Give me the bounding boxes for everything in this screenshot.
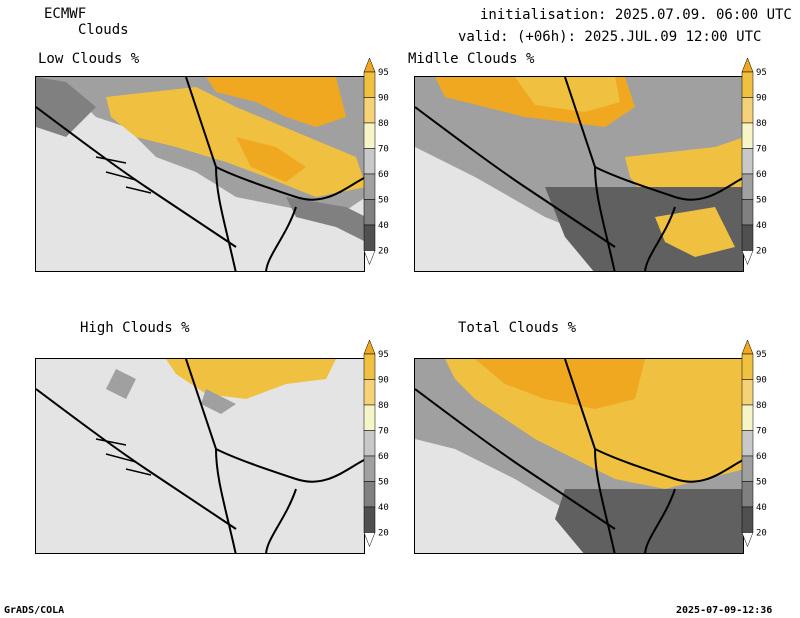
- colorbar-label: 20: [756, 529, 767, 539]
- colorbar-segment: [741, 404, 754, 431]
- colorbar-label: 90: [756, 376, 767, 386]
- colorbar-segment: [363, 481, 376, 508]
- map-high-clouds: [35, 358, 365, 554]
- colorbar-svg: 95 90 80 70 60 50 40 20: [363, 57, 389, 266]
- colorbar-top-triangle: [363, 57, 376, 73]
- colorbar-segment: [741, 430, 754, 457]
- map-low-clouds: [35, 76, 365, 272]
- colorbar-segment: [363, 71, 376, 98]
- colorbar-label: 60: [756, 452, 767, 462]
- colorbar-segment: [363, 199, 376, 226]
- colorbar-segment: [363, 506, 376, 533]
- map-total-clouds: [414, 358, 744, 554]
- colorbar-label: 20: [756, 247, 767, 257]
- colorbar-top-triangle: [741, 339, 754, 355]
- colorbar-segment: [363, 455, 376, 482]
- colorbar-label: 95: [756, 68, 767, 78]
- colorbar-segment: [741, 71, 754, 98]
- colorbar-total: 95 90 80 70 60 50 40 20: [741, 339, 786, 553]
- colorbar-bottom-triangle: [363, 250, 376, 266]
- colorbar-high: 95 90 80 70 60 50 40 20: [363, 339, 408, 553]
- colorbar-segment: [363, 404, 376, 431]
- initialisation-label: initialisation: 2025.07.09. 06:00 UTC: [480, 7, 792, 23]
- colorbar-segment: [363, 224, 376, 251]
- valid-label: valid: (+06h): 2025.JUL.09 12:00 UTC: [458, 29, 762, 45]
- panel-title-high: High Clouds %: [80, 320, 190, 336]
- colorbar-label: 40: [378, 503, 389, 513]
- colorbar-bottom-triangle: [741, 250, 754, 266]
- colorbar-low: 95 90 80 70 60 50 40 20: [363, 57, 408, 271]
- colorbar-label: 40: [378, 221, 389, 231]
- colorbar-label: 50: [756, 478, 767, 488]
- colorbar-segment: [741, 148, 754, 175]
- colorbar-label: 95: [378, 350, 389, 360]
- colorbar-bottom-triangle: [363, 532, 376, 548]
- colorbar-segment: [363, 430, 376, 457]
- colorbar-segment: [363, 148, 376, 175]
- panel-title-middle: Midlle Clouds %: [408, 51, 535, 67]
- colorbar-label: 80: [756, 401, 767, 411]
- colorbar-label: 40: [756, 503, 767, 513]
- colorbar-segment: [741, 173, 754, 200]
- colorbar-segment: [741, 97, 754, 124]
- colorbar-label: 90: [756, 94, 767, 104]
- colorbar-label: 80: [756, 119, 767, 129]
- colorbar-svg: 95 90 80 70 60 50 40 20: [741, 57, 767, 266]
- colorbar-label: 70: [756, 427, 767, 437]
- colorbar-label: 70: [756, 145, 767, 155]
- colorbar-label: 60: [378, 170, 389, 180]
- footer-timestamp: 2025-07-09-12:36: [676, 605, 773, 616]
- colorbar-label: 50: [378, 478, 389, 488]
- colorbar-segment: [741, 353, 754, 380]
- colorbar-label: 20: [378, 529, 389, 539]
- colorbar-label: 95: [378, 68, 389, 78]
- colorbar-segment: [741, 224, 754, 251]
- colorbar-label: 20: [378, 247, 389, 257]
- colorbar-segment: [741, 455, 754, 482]
- colorbar-label: 95: [756, 350, 767, 360]
- colorbar-middle: 95 90 80 70 60 50 40 20: [741, 57, 786, 271]
- colorbar-label: 80: [378, 401, 389, 411]
- colorbar-segment: [363, 97, 376, 124]
- colorbar-label: 90: [378, 376, 389, 386]
- colorbar-label: 40: [756, 221, 767, 231]
- panel-title-total: Total Clouds %: [458, 320, 577, 336]
- colorbar-top-triangle: [741, 57, 754, 73]
- colorbar-bottom-triangle: [741, 532, 754, 548]
- colorbar-segment: [741, 122, 754, 149]
- colorbar-svg: 95 90 80 70 60 50 40 20: [363, 339, 389, 548]
- colorbar-segment: [363, 173, 376, 200]
- colorbar-segment: [363, 353, 376, 380]
- colorbar-label: 50: [378, 196, 389, 206]
- colorbar-label: 80: [378, 119, 389, 129]
- colorbar-top-triangle: [363, 339, 376, 355]
- colorbar-segment: [741, 481, 754, 508]
- model-label: ECMWF: [44, 6, 87, 22]
- map-middle-clouds: [414, 76, 744, 272]
- product-label: Clouds: [78, 22, 129, 38]
- colorbar-label: 60: [378, 452, 389, 462]
- colorbar-label: 50: [756, 196, 767, 206]
- colorbar-label: 60: [756, 170, 767, 180]
- colorbar-label: 70: [378, 427, 389, 437]
- colorbar-label: 70: [378, 145, 389, 155]
- colorbar-segment: [741, 379, 754, 406]
- colorbar-segment: [363, 122, 376, 149]
- colorbar-label: 90: [378, 94, 389, 104]
- footer-credit: GrADS/COLA: [4, 605, 65, 616]
- colorbar-svg: 95 90 80 70 60 50 40 20: [741, 339, 767, 548]
- panel-title-low: Low Clouds %: [38, 51, 140, 67]
- colorbar-segment: [741, 506, 754, 533]
- colorbar-segment: [741, 199, 754, 226]
- colorbar-segment: [363, 379, 376, 406]
